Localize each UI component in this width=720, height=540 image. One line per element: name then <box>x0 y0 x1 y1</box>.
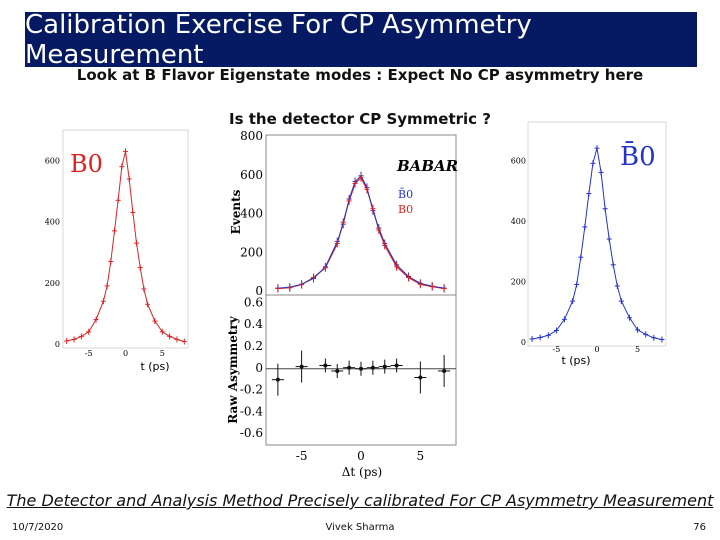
center-top-y-tick: 200 <box>240 245 263 259</box>
left-x-tick: -5 <box>85 349 93 358</box>
right-y-tick: 600 <box>511 156 526 165</box>
center-bottom-panel: Raw Asymmetry -5 0 5 -0.6 -0.4 -0.2 0 0.2 0.4 0.6… <box>226 294 457 479</box>
center-bottom-y-tick: 0 <box>255 361 263 375</box>
center-bottom-y-tick: 0.4 <box>244 317 263 331</box>
slide-caption: The Detector and Analysis Method Precise… <box>6 491 714 510</box>
right-x-tick: -5 <box>553 345 561 354</box>
center-top-y-tick: 400 <box>240 207 263 221</box>
center-top-points <box>275 171 447 293</box>
left-x-tick: 5 <box>160 349 165 358</box>
center-bottom-y-tick: 0.2 <box>244 339 263 353</box>
right-y-tick: 0 <box>521 338 526 347</box>
right-panel: B̄0 -5 0 5 0 200 400 600 t (ps) <box>511 121 667 367</box>
right-x-tick: 5 <box>635 345 640 354</box>
center-top-tick-labels: 0 200 400 600 800 <box>240 129 263 298</box>
left-fit-curve <box>66 151 185 343</box>
center-bottom-points <box>271 350 451 396</box>
center-bottom-y-label: Raw Asymmetry <box>226 315 240 423</box>
slide-title: Calibration Exercise For CP Asymmetry Me… <box>25 10 697 70</box>
legend-b0: B0 <box>398 203 413 216</box>
right-y-tick: 400 <box>511 217 526 226</box>
center-bottom-y-tick: -0.6 <box>240 426 263 440</box>
left-panel: B0 -5 0 5 0 200 400 600 t (ps) <box>45 129 189 373</box>
left-panel-frame <box>62 129 189 349</box>
right-tick-labels: -5 0 5 0 200 400 600 <box>511 156 640 354</box>
center-bottom-x-label: Δt (ps) <box>342 465 383 479</box>
footer-author: Vivek Sharma <box>325 522 395 533</box>
left-panel-label: B0 <box>70 150 103 178</box>
left-y-tick: 200 <box>45 279 60 288</box>
left-x-label: t (ps) <box>140 360 169 373</box>
center-bottom-x-tick: 0 <box>357 449 365 463</box>
footer-page: 76 <box>693 522 706 533</box>
center-top-panel: BABAR Events B̄0 B0 0 200 400 600 800 <box>229 129 458 298</box>
center-bottom-tick-labels: -5 0 5 -0.6 -0.4 -0.2 0 0.2 0.4 0.6 <box>240 295 424 463</box>
center-bottom-frame <box>265 294 457 446</box>
left-x-tick: 0 <box>123 349 128 358</box>
legend-bbar0: B̄0 <box>398 188 413 201</box>
center-top-y-tick: 0 <box>255 284 263 298</box>
center-fit-curve-b0 <box>277 176 445 290</box>
slide-subtitle-1: Look at B Flavor Eigenstate modes : Expe… <box>76 66 644 84</box>
center-bottom-y-tick: -0.2 <box>240 383 263 397</box>
babar-brand: BABAR <box>396 157 458 175</box>
left-points <box>64 148 187 345</box>
right-points <box>529 145 665 343</box>
center-bottom-x-tick: -5 <box>296 449 308 463</box>
right-y-tick: 200 <box>511 277 526 286</box>
right-panel-label: B̄0 <box>620 140 656 172</box>
left-y-tick: 400 <box>45 218 60 227</box>
left-tick-labels: -5 0 5 0 200 400 600 <box>45 157 165 358</box>
right-x-tick: 0 <box>594 345 599 354</box>
left-y-tick: 0 <box>55 340 60 349</box>
center-top-y-label: Events <box>229 189 243 234</box>
center-top-y-tick: 800 <box>240 129 263 143</box>
center-top-y-tick: 600 <box>240 168 263 182</box>
right-fit-curve <box>532 148 663 341</box>
center-bottom-y-tick: -0.4 <box>240 404 264 418</box>
slide-subtitle-2: Is the detector CP Symmetric ? <box>229 110 491 128</box>
right-x-label: t (ps) <box>561 354 590 367</box>
footer-date: 10/7/2020 <box>12 522 64 533</box>
center-bottom-x-tick: 5 <box>417 449 425 463</box>
center-bottom-y-tick: 0.6 <box>244 295 263 309</box>
center-fit-curve-bbar0 <box>277 174 445 289</box>
left-y-tick: 600 <box>45 157 60 166</box>
right-panel-frame <box>527 121 667 347</box>
